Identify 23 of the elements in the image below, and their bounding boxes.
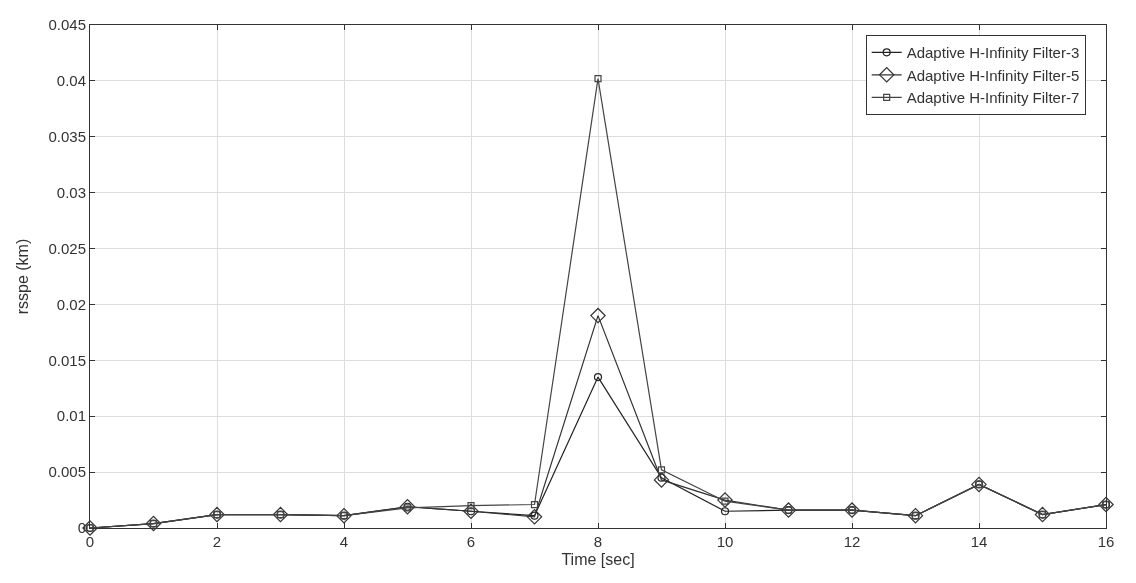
y-tick-label: 0.015 xyxy=(48,351,86,369)
legend-label: Adaptive H-Infinity Filter-3 xyxy=(906,44,1080,62)
x-tick-label: 12 xyxy=(843,533,861,550)
x-tick-label: 6 xyxy=(466,533,476,550)
y-tick-label: 0 xyxy=(77,519,86,537)
x-tick-label: 8 xyxy=(593,533,603,550)
y-tick-label: 0.02 xyxy=(56,295,86,313)
x-tick-label: 16 xyxy=(1097,533,1115,550)
x-axis-title: Time [sec] xyxy=(561,550,635,568)
x-tick-label: 4 xyxy=(339,533,349,550)
y-axis-title: rsspe (km) xyxy=(14,238,32,315)
x-tick-label: 2 xyxy=(212,533,222,550)
x-tick-label: 14 xyxy=(970,533,988,550)
y-tick-label: 0.04 xyxy=(56,72,86,90)
y-tick-label: 0.025 xyxy=(48,239,86,257)
legend-label: Adaptive H-Infinity Filter-5 xyxy=(906,66,1080,84)
y-tick-label: 0.005 xyxy=(48,463,86,481)
y-tick-label: 0.045 xyxy=(48,16,86,34)
y-tick-label: 0.03 xyxy=(56,183,86,201)
legend-label: Adaptive H-Infinity Filter-7 xyxy=(906,89,1080,107)
y-tick-label: 0.01 xyxy=(56,407,86,425)
x-tick-label: 10 xyxy=(716,533,734,550)
y-tick-label: 0.035 xyxy=(48,128,86,146)
